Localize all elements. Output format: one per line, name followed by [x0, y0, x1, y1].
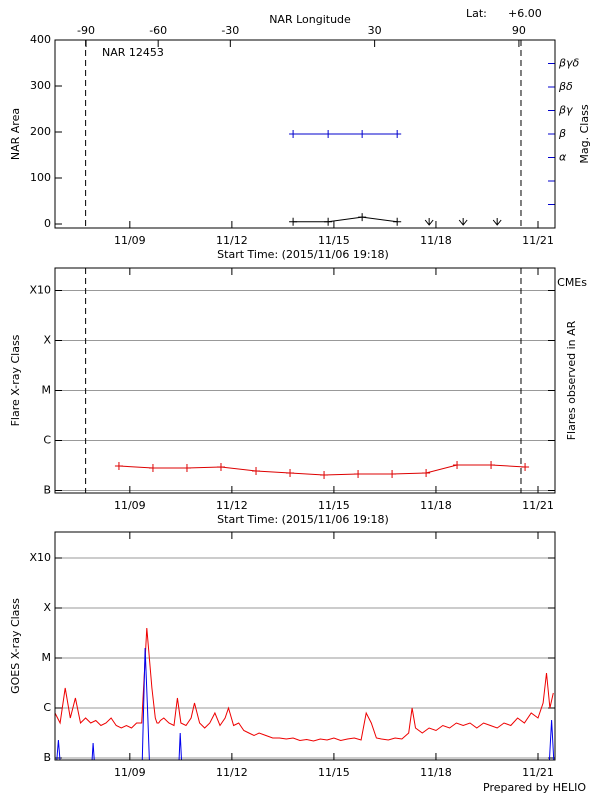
- y2-tick-label: βγ: [558, 104, 573, 117]
- x-tick-label: 11/12: [216, 234, 248, 247]
- y-axis-label: GOES X-ray Class: [9, 598, 22, 694]
- x-tick-label: 11/15: [318, 499, 350, 512]
- x-tick-label: 11/15: [318, 766, 350, 779]
- panel-title: NAR 12453: [102, 46, 164, 59]
- y2-tick-label: β: [558, 127, 566, 140]
- lat-value: +6.00: [508, 7, 542, 20]
- x2-tick-label: -90: [77, 24, 95, 37]
- x-tick-label: 11/09: [114, 766, 146, 779]
- point-marker: [393, 130, 402, 138]
- no-data-arrow: [458, 218, 468, 226]
- y-tick-label: C: [43, 701, 51, 714]
- series-line: [293, 216, 398, 223]
- x-axis-label: Start Time: (2015/11/06 19:18): [217, 248, 389, 261]
- y-tick-label: X: [43, 334, 51, 347]
- lat-label: Lat:: [466, 7, 487, 20]
- x-tick-label: 11/18: [420, 766, 452, 779]
- x2-tick-label: 30: [368, 24, 382, 37]
- x-tick-label: 11/18: [420, 234, 452, 247]
- y-tick-label: X: [43, 601, 51, 614]
- point-marker: [487, 461, 496, 469]
- no-data-arrow: [424, 218, 434, 226]
- y-tick-label: C: [43, 434, 51, 447]
- y-tick-label: M: [42, 384, 52, 397]
- x-tick-label: 11/15: [318, 234, 350, 247]
- point-marker: [114, 462, 123, 470]
- y2-axis-label: Mag. Class: [578, 104, 591, 163]
- y-axis-label: NAR Area: [9, 108, 22, 160]
- y-tick-label: X10: [29, 284, 51, 297]
- y-tick-label: 300: [30, 79, 51, 92]
- point-marker: [252, 467, 261, 475]
- point-marker: [453, 461, 462, 469]
- y-tick-label: 200: [30, 125, 51, 138]
- point-marker: [324, 130, 333, 138]
- cme-label: CMEs: [557, 276, 587, 289]
- y2-axis-label: Flares observed in AR: [565, 320, 578, 440]
- y-tick-label: B: [43, 484, 51, 497]
- series-line: [55, 627, 554, 742]
- x2-tick-label: 90: [512, 24, 526, 37]
- x-axis-label: Start Time: (2015/11/06 19:18): [217, 513, 389, 526]
- point-marker: [388, 470, 397, 478]
- point-marker: [354, 470, 363, 478]
- point-marker: [289, 130, 298, 138]
- x-tick-label: 11/21: [522, 234, 554, 247]
- x-tick-label: 11/09: [114, 234, 146, 247]
- series-line: [56, 647, 555, 760]
- y2-tick-label: βγδ: [558, 57, 580, 70]
- point-marker: [148, 464, 157, 472]
- x2-axis-label: NAR Longitude: [269, 13, 351, 26]
- point-marker: [422, 469, 431, 477]
- x-tick-label: 11/18: [420, 499, 452, 512]
- x-tick-label: 11/12: [216, 766, 248, 779]
- point-marker: [289, 217, 298, 226]
- plot-area: [114, 461, 530, 479]
- y-tick-label: 0: [44, 217, 51, 230]
- point-marker: [358, 213, 367, 222]
- plot-frame: [54, 267, 556, 494]
- point-marker: [182, 464, 191, 472]
- plot-frame: [54, 39, 556, 229]
- point-marker: [286, 469, 295, 477]
- x2-tick-label: -30: [221, 24, 239, 37]
- x2-tick-label: -60: [149, 24, 167, 37]
- y-tick-label: 100: [30, 171, 51, 184]
- point-marker: [216, 463, 225, 471]
- plot-area: [289, 130, 402, 226]
- plot-area: [55, 627, 555, 760]
- point-marker: [393, 217, 402, 226]
- y2-tick-label: α: [559, 151, 567, 164]
- plot-frame: [54, 531, 556, 761]
- point-marker: [521, 463, 530, 471]
- y-tick-label: M: [42, 651, 52, 664]
- x-tick-label: 11/09: [114, 499, 146, 512]
- y2-tick-label: βδ: [558, 80, 573, 93]
- x-tick-label: 11/21: [522, 499, 554, 512]
- y-tick-label: 400: [30, 33, 51, 46]
- x-tick-label: 11/12: [216, 499, 248, 512]
- no-data-arrow: [492, 218, 502, 226]
- credit: Prepared by HELIO: [483, 781, 586, 794]
- point-marker: [358, 130, 367, 138]
- y-tick-label: B: [43, 751, 51, 764]
- x-tick-label: 11/21: [522, 766, 554, 779]
- point-marker: [324, 217, 333, 226]
- y-axis-label: Flare X-ray Class: [9, 334, 22, 426]
- y-tick-label: X10: [29, 551, 51, 564]
- point-marker: [320, 471, 329, 479]
